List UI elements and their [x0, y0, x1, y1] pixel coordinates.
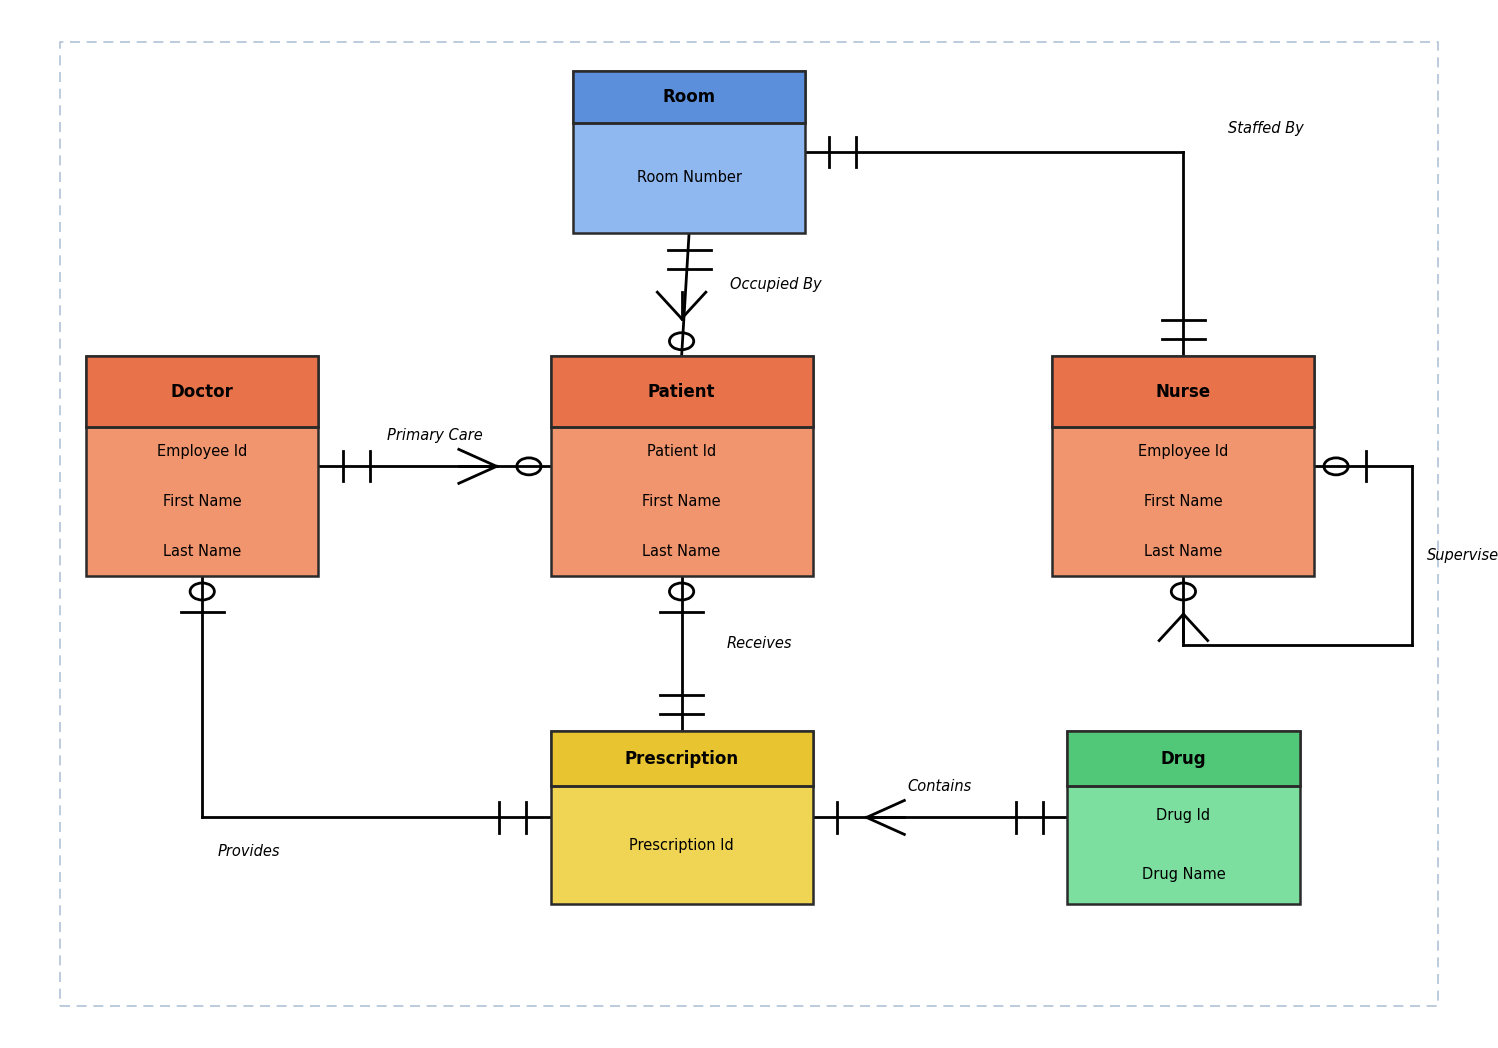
- Text: Prescription Id: Prescription Id: [629, 837, 734, 853]
- Text: First Name: First Name: [163, 494, 241, 509]
- FancyBboxPatch shape: [551, 356, 812, 576]
- Text: Staffed By: Staffed By: [1228, 122, 1305, 136]
- Text: Doctor: Doctor: [171, 383, 234, 400]
- Text: Occupied By: Occupied By: [731, 277, 822, 291]
- FancyBboxPatch shape: [87, 356, 319, 427]
- FancyBboxPatch shape: [1067, 732, 1300, 786]
- Text: Last Name: Last Name: [1144, 544, 1222, 559]
- Text: Room: Room: [662, 88, 716, 106]
- FancyBboxPatch shape: [1052, 356, 1315, 427]
- FancyBboxPatch shape: [572, 71, 806, 234]
- FancyBboxPatch shape: [572, 71, 806, 123]
- Text: Drug Id: Drug Id: [1156, 808, 1210, 824]
- Text: Last Name: Last Name: [163, 544, 241, 559]
- Text: Contains: Contains: [908, 780, 972, 794]
- FancyBboxPatch shape: [551, 732, 812, 786]
- Text: Patient Id: Patient Id: [647, 444, 716, 459]
- Text: Receives: Receives: [727, 636, 792, 651]
- Text: Supervises: Supervises: [1428, 548, 1498, 563]
- Text: Primary Care: Primary Care: [386, 429, 482, 443]
- Text: Employee Id: Employee Id: [157, 444, 247, 459]
- Text: Nurse: Nurse: [1156, 383, 1210, 400]
- Text: Room Number: Room Number: [637, 171, 742, 185]
- Text: Prescription: Prescription: [625, 749, 739, 767]
- Text: Patient: Patient: [647, 383, 716, 400]
- FancyBboxPatch shape: [1052, 356, 1315, 576]
- FancyBboxPatch shape: [1067, 732, 1300, 903]
- FancyBboxPatch shape: [87, 356, 319, 576]
- Text: First Name: First Name: [643, 494, 721, 509]
- Text: Drug: Drug: [1161, 749, 1206, 767]
- Text: First Name: First Name: [1144, 494, 1222, 509]
- FancyBboxPatch shape: [551, 732, 812, 903]
- FancyBboxPatch shape: [551, 356, 812, 427]
- Text: Employee Id: Employee Id: [1138, 444, 1228, 459]
- Text: Last Name: Last Name: [643, 544, 721, 559]
- Text: Provides: Provides: [217, 844, 280, 858]
- Text: Drug Name: Drug Name: [1141, 867, 1225, 882]
